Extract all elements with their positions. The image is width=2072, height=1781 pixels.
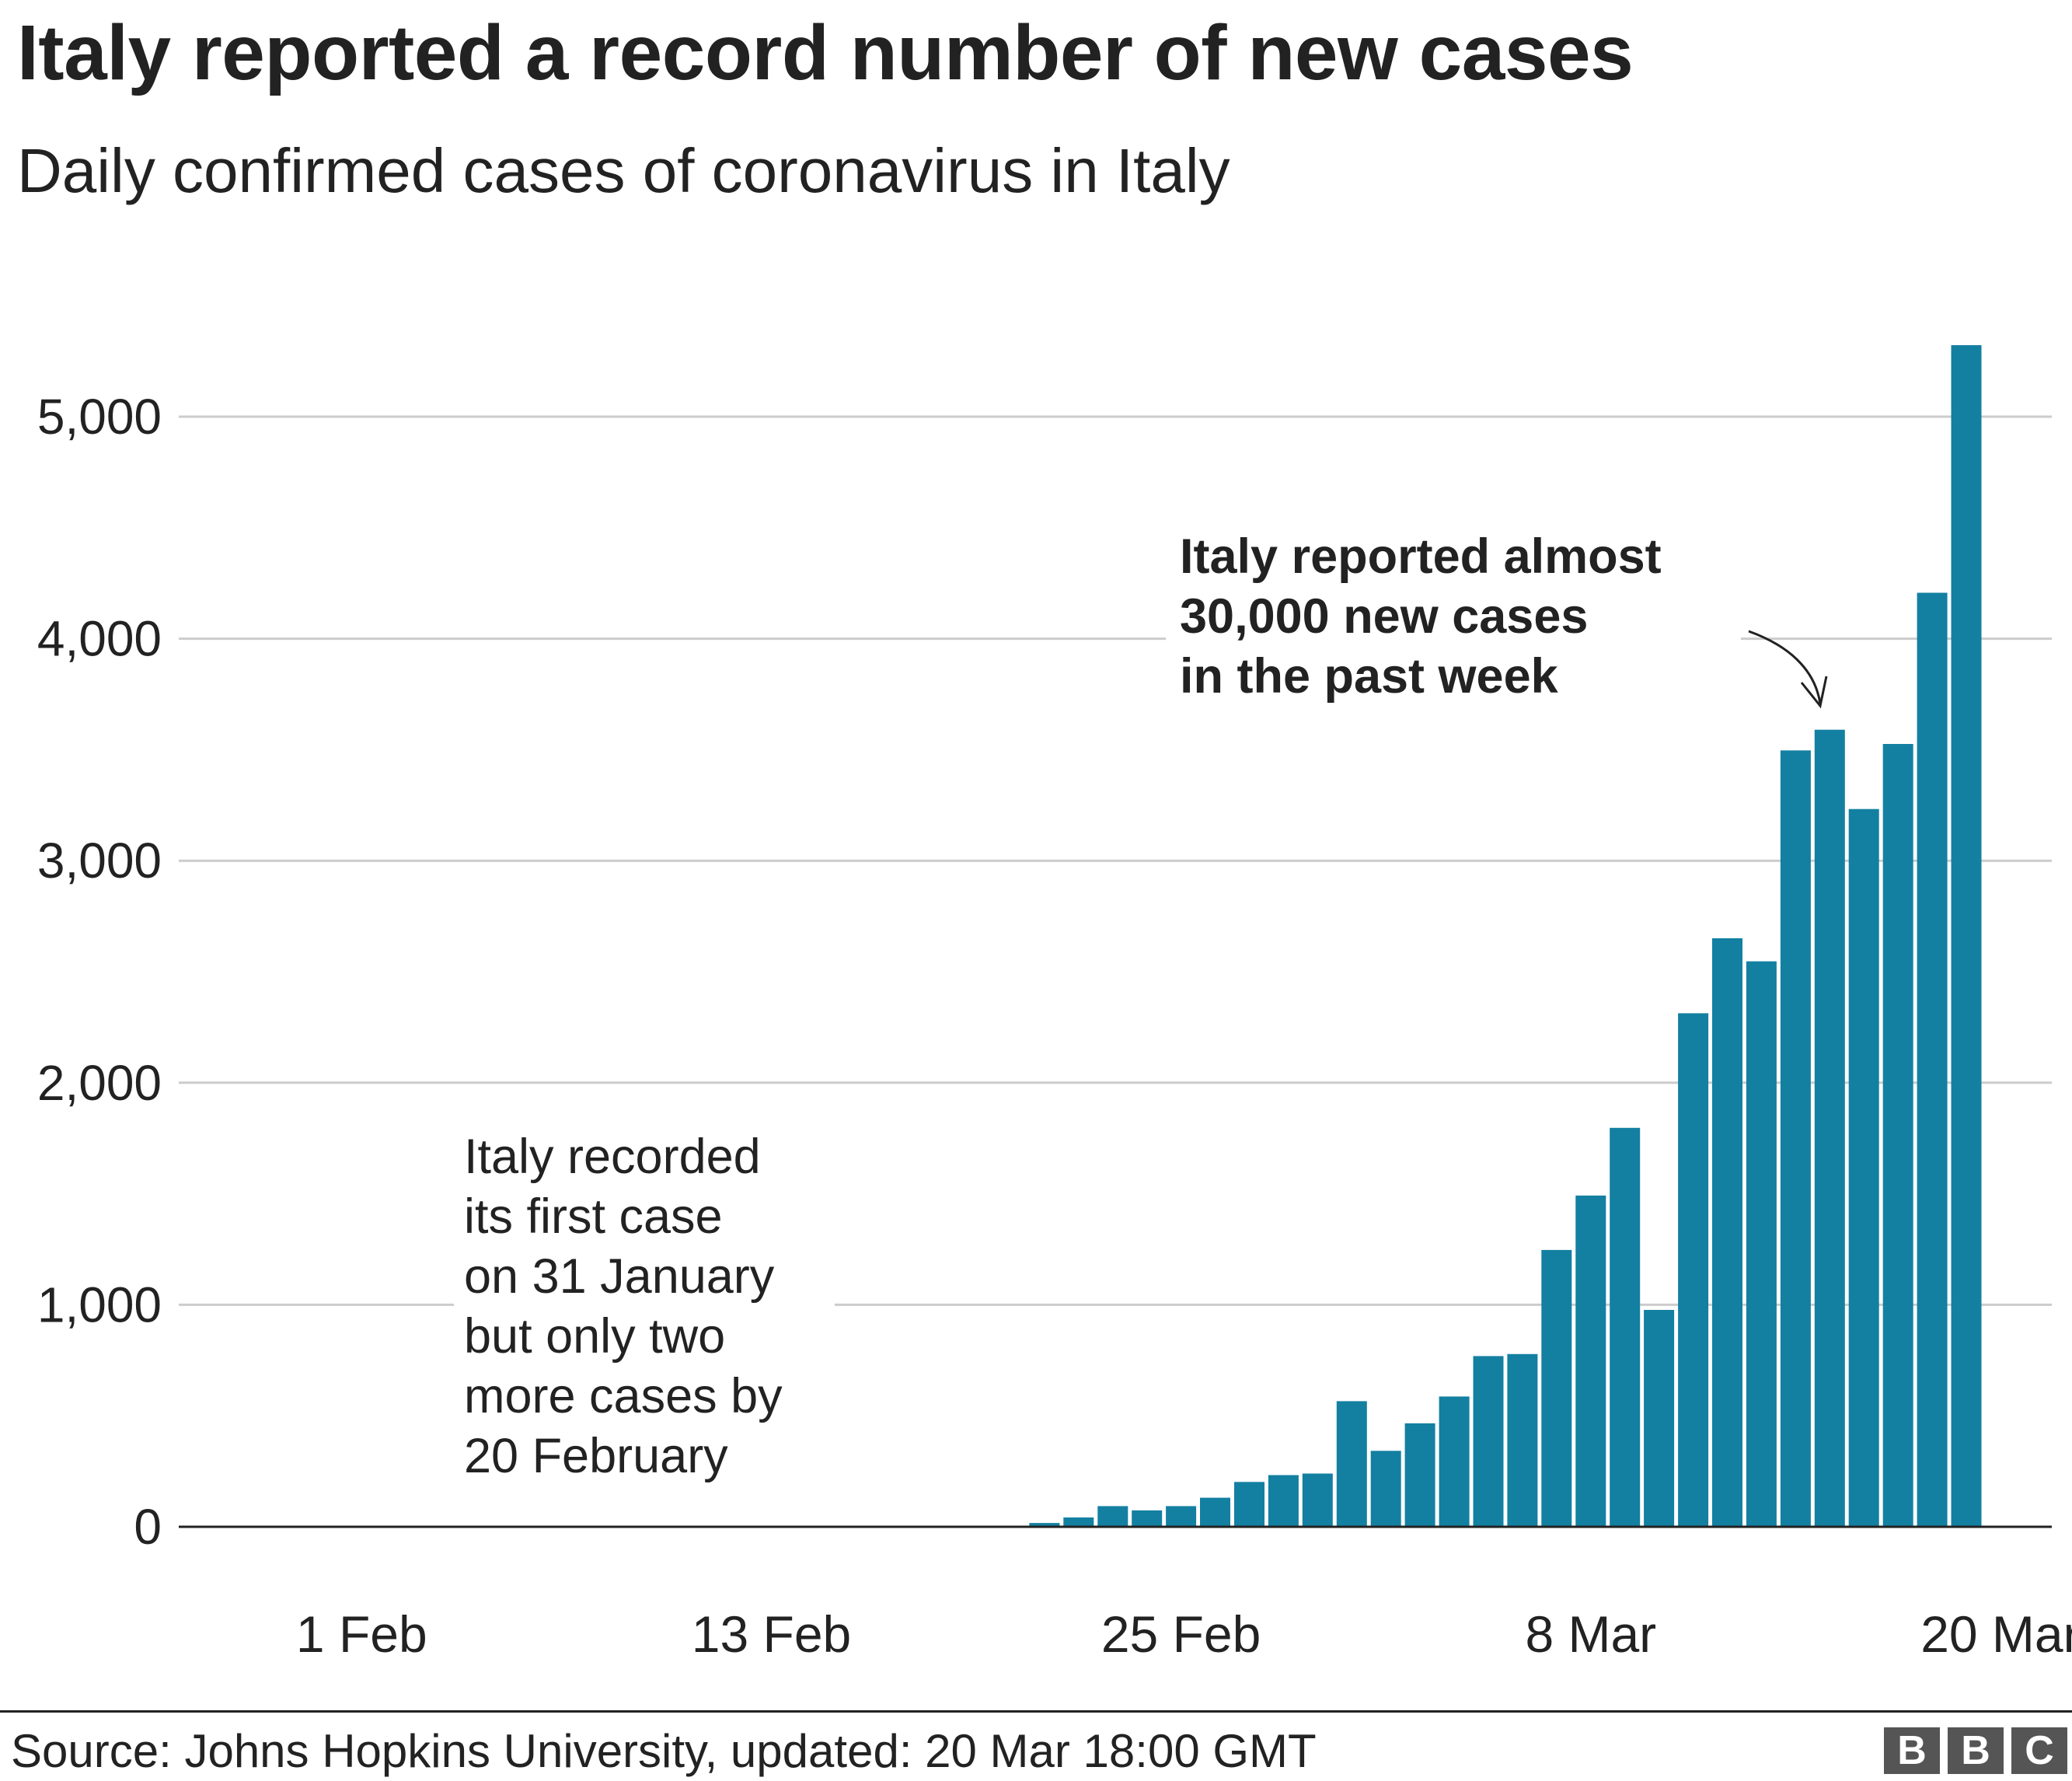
y-tick-label: 5,000 [37, 389, 162, 445]
bar [1541, 1249, 1572, 1527]
annotation-knockout [454, 1143, 835, 1469]
bar [1097, 1506, 1128, 1527]
chart-subtitle: Daily confirmed cases of coronavirus in … [17, 136, 1230, 205]
logo-block: B [1884, 1727, 1940, 1774]
annotation-line: its first case [464, 1189, 723, 1244]
bar [1712, 938, 1742, 1527]
y-tick-label: 1,000 [37, 1276, 162, 1332]
x-tick-label: 1 Feb [296, 1605, 427, 1663]
bar [1063, 1517, 1094, 1527]
bar-chart: 0 1,000 2,000 3,000 4,000 5,000 1 Feb 13 Feb 25 … [37, 345, 2072, 1663]
footer-divider [0, 1710, 2072, 1713]
source-note: Source: Johns Hopkins University, update… [11, 1725, 1317, 1777]
bar [1029, 1523, 1060, 1527]
annotation-line: more cases by [464, 1369, 783, 1423]
bar [1336, 1401, 1367, 1527]
bar [1678, 1013, 1709, 1527]
bar [1951, 345, 1982, 1527]
bar [1370, 1451, 1401, 1527]
annotation-line: Italy recorded [464, 1130, 761, 1184]
logo-block: B [1948, 1727, 2004, 1774]
bar [1917, 592, 1948, 1527]
annotation-line: 20 February [464, 1429, 728, 1483]
bar [1507, 1353, 1538, 1527]
bar [1234, 1482, 1264, 1527]
bar [1644, 1310, 1675, 1527]
arrow-head-icon [1800, 676, 1828, 709]
chart-title: Italy reported a record number of new ca… [17, 9, 1634, 96]
annotation-line: Italy reported almost [1180, 529, 1662, 584]
past-week-annotation: Italy reported almost 30,000 new cases i… [1180, 527, 1662, 707]
x-tick-label: 20 Mar [1920, 1605, 2072, 1663]
bar [1882, 744, 1913, 1527]
annotation-arrow [1748, 630, 1822, 704]
bar [1302, 1473, 1333, 1527]
annotation-line: on 31 January [464, 1249, 775, 1304]
logo-block: C [2011, 1727, 2067, 1774]
bar [1404, 1423, 1435, 1527]
bar [1268, 1475, 1299, 1527]
bar [1439, 1396, 1470, 1527]
y-tick-label: 0 [134, 1499, 162, 1555]
annotation-knockout [1166, 536, 1741, 723]
bar [1200, 1497, 1230, 1527]
first-case-annotation: Italy recorded its first case on 31 Janu… [464, 1127, 829, 1486]
bar [1746, 961, 1777, 1527]
annotation-line: 30,000 new cases [1180, 589, 1589, 644]
x-tick-label: 25 Feb [1101, 1605, 1261, 1663]
bar [1473, 1356, 1504, 1527]
bar [1610, 1127, 1641, 1527]
bar [1848, 808, 1879, 1527]
bar [1132, 1510, 1163, 1527]
bar [1780, 750, 1811, 1527]
y-tick-label: 3,000 [37, 833, 162, 889]
y-tick-label: 2,000 [37, 1055, 162, 1111]
annotation-line: in the past week [1180, 649, 1558, 704]
annotation-line: but only two [464, 1309, 726, 1364]
x-tick-label: 13 Feb [692, 1605, 851, 1663]
bar [1814, 729, 1845, 1528]
bar [1575, 1195, 1606, 1527]
bbc-logo: B B C [1884, 1727, 2067, 1774]
y-tick-label: 4,000 [37, 611, 162, 667]
x-tick-label: 8 Mar [1525, 1605, 1656, 1663]
bar [1166, 1506, 1197, 1527]
